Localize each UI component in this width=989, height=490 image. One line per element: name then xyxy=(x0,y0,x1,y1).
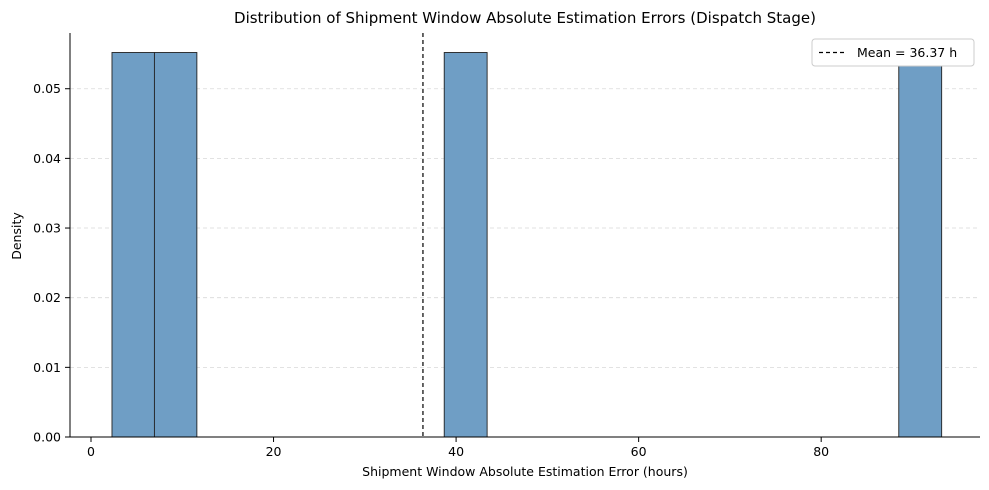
y-tick-label: 0.05 xyxy=(33,81,61,96)
histogram-bar xyxy=(153,52,198,438)
y-tick-label: 0.04 xyxy=(33,151,61,166)
chart-title: Distribution of Shipment Window Absolute… xyxy=(234,9,816,27)
y-tick-label: 0.02 xyxy=(33,290,61,305)
axes xyxy=(69,33,980,438)
histogram-bars xyxy=(111,52,943,438)
y-axis-label: Density xyxy=(9,212,24,260)
legend: Mean = 36.37 h xyxy=(811,38,975,67)
y-axis-ticks: 0.00 0.01 0.02 0.03 0.04 0.05 xyxy=(33,81,70,445)
y-tick-label: 0.01 xyxy=(33,360,61,375)
y-tick-label: 0.00 xyxy=(33,430,61,445)
y-tick-label: 0.03 xyxy=(33,221,61,236)
x-axis-ticks: 0 20 40 60 80 xyxy=(87,437,829,459)
x-tick-label: 20 xyxy=(266,444,282,459)
legend-box xyxy=(811,38,975,67)
x-tick-label: 40 xyxy=(448,444,464,459)
grid-lines xyxy=(70,88,980,368)
x-axis-label: Shipment Window Absolute Estimation Erro… xyxy=(362,464,688,479)
histogram-bar xyxy=(898,52,943,438)
x-tick-label: 80 xyxy=(813,444,829,459)
x-tick-label: 60 xyxy=(631,444,647,459)
legend-mean-label: Mean = 36.37 h xyxy=(857,45,957,60)
histogram-bar xyxy=(443,52,488,438)
histogram-bar xyxy=(111,52,155,438)
x-tick-label: 0 xyxy=(87,444,95,459)
